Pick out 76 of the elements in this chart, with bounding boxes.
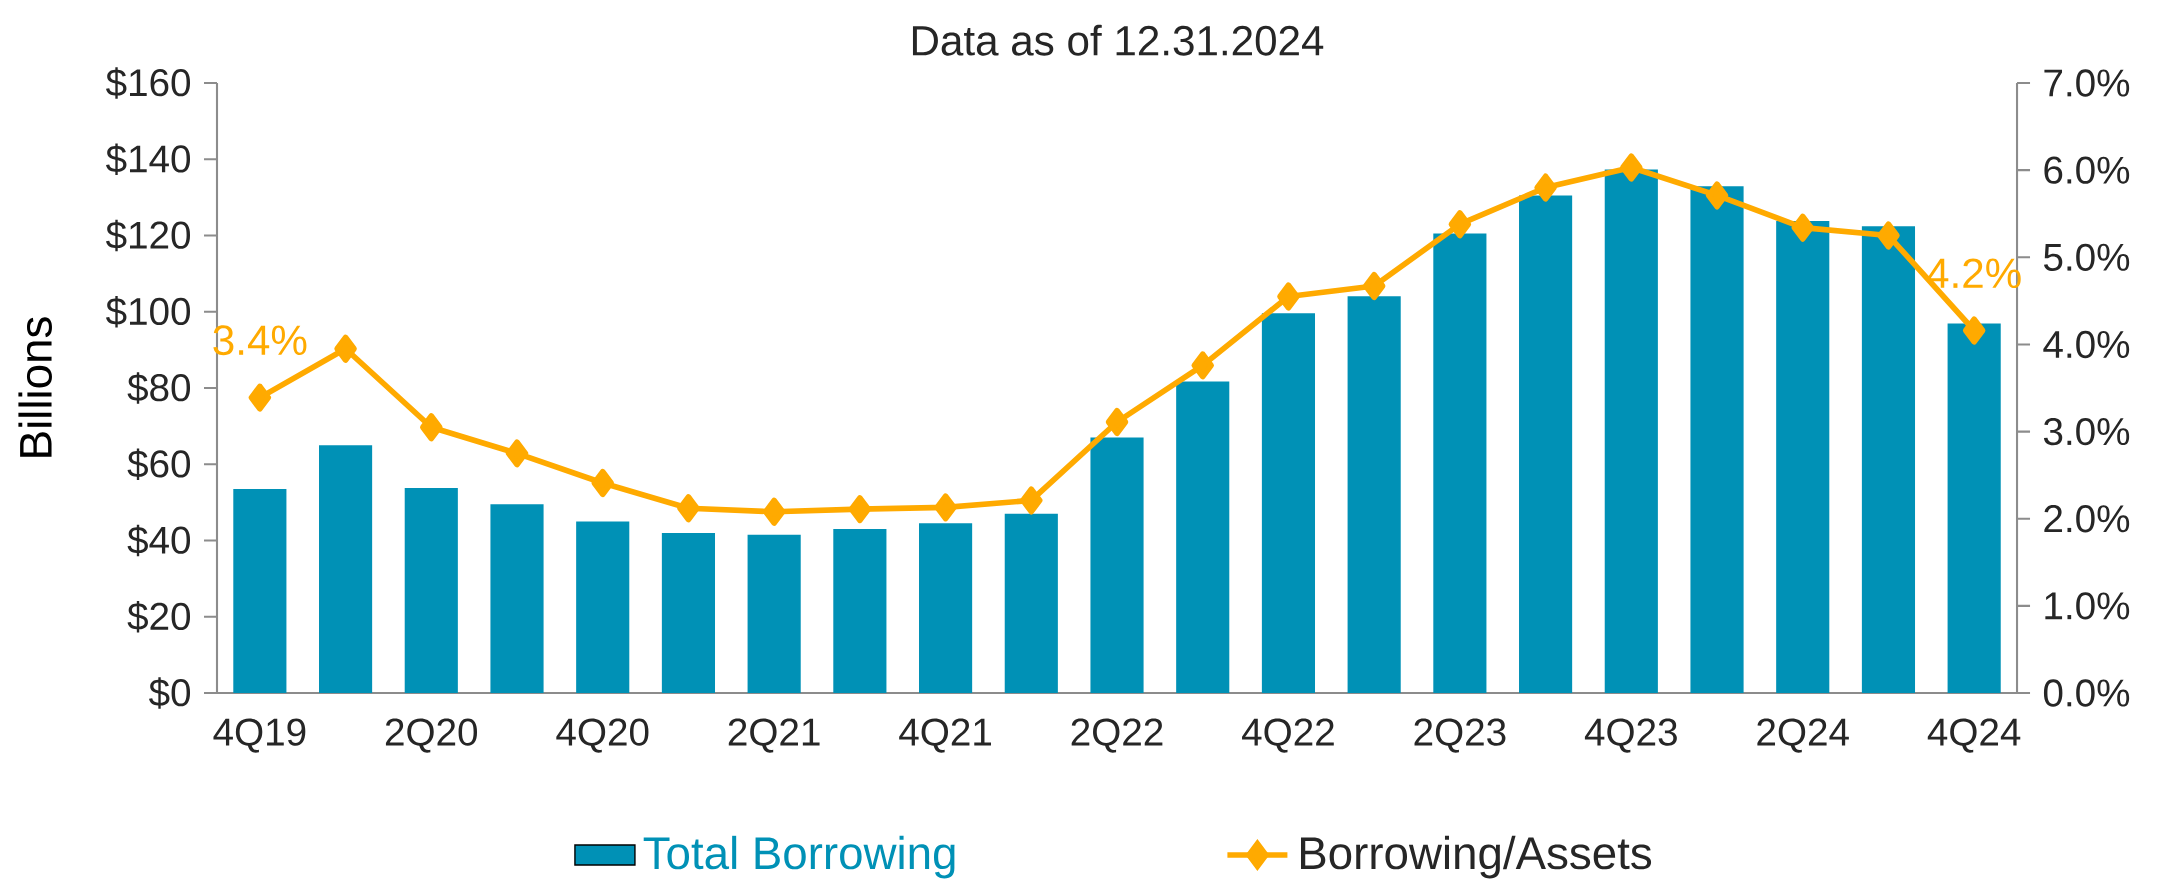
point (1020, 486, 1043, 515)
y-tick-label: $120 (106, 219, 191, 252)
x-tick-label: 4Q20 (556, 718, 649, 753)
bar (1433, 233, 1487, 694)
point (1105, 407, 1129, 437)
bar (404, 487, 458, 694)
x-tick-label: 4Q21 (899, 718, 991, 753)
point (762, 497, 786, 526)
bar (1776, 221, 1830, 694)
y2-tick-label: 7.0% (2044, 69, 2130, 97)
y-tick-label: $0 (149, 677, 191, 709)
bar (1090, 437, 1144, 694)
x-tick-label: 2Q23 (1414, 718, 1506, 753)
point (1534, 173, 1557, 202)
bar (833, 529, 887, 694)
x-tick-label: 2Q20 (385, 718, 478, 753)
bar (319, 445, 373, 694)
y-tick-label: $160 (106, 67, 191, 99)
point (1191, 351, 1214, 380)
point (677, 494, 700, 523)
point (334, 334, 357, 363)
x-tick-label: 2Q22 (1071, 718, 1163, 753)
y2-tick-label: 5.0% (2043, 243, 2130, 271)
legend-label: Borrowing/Assets (1300, 835, 1652, 879)
bar (1947, 323, 2001, 694)
point (248, 383, 272, 412)
point (1791, 213, 1814, 242)
y-tick-label: $40 (127, 524, 191, 557)
x-tick-label: 4Q24 (1927, 718, 2021, 753)
bar (747, 534, 801, 694)
bar (576, 521, 630, 694)
point (1620, 153, 1643, 182)
point (848, 495, 872, 524)
y2-tick-label: 6.0% (2044, 156, 2130, 184)
bar (1176, 381, 1230, 694)
y2-tick-label: 1.0% (2045, 592, 2130, 620)
x-tick-label: 4Q22 (1242, 718, 1334, 753)
y-tick-label: $100 (106, 296, 191, 328)
y2-tick-label: 2.0% (2044, 505, 2130, 533)
x-tick-label: 4Q19 (213, 718, 306, 753)
y-axis-title: Billions (18, 317, 52, 457)
point (420, 413, 443, 442)
bar (1004, 513, 1058, 694)
bar (1604, 169, 1658, 694)
bar (1861, 226, 1916, 694)
point (1362, 272, 1386, 301)
point (1962, 316, 1986, 345)
x-tick-label: 4Q23 (1584, 718, 1677, 753)
x-tick-label: 2Q24 (1757, 718, 1849, 753)
y-tick-label: $20 (127, 601, 191, 633)
point (1877, 221, 1900, 250)
point (505, 439, 529, 468)
y2-tick-label: 3.0% (2043, 417, 2130, 446)
y2-tick-label: 0.0% (2043, 679, 2130, 707)
point (1705, 181, 1729, 210)
data-label: 4.2% (1927, 258, 2021, 289)
bar (1347, 296, 1401, 694)
point (934, 493, 957, 522)
point (591, 468, 614, 498)
data-label: 3.4% (213, 325, 307, 356)
bar (490, 504, 544, 694)
legend-label: Total Borrowing (643, 835, 955, 879)
bar (919, 523, 973, 694)
bar (1261, 313, 1316, 694)
y-tick-label: $80 (127, 372, 191, 404)
bar (233, 489, 287, 694)
point (1277, 282, 1300, 311)
point (1448, 210, 1472, 239)
x-tick-label: 2Q21 (728, 718, 820, 753)
y-tick-label: $60 (127, 448, 191, 480)
y2-tick-label: 4.0% (2043, 330, 2130, 359)
chart-title: Data as of 12.31.2024 (912, 24, 1324, 56)
bar (661, 532, 716, 694)
y-tick-label: $140 (106, 143, 191, 175)
bar (1519, 195, 1573, 694)
bar (1690, 186, 1744, 694)
